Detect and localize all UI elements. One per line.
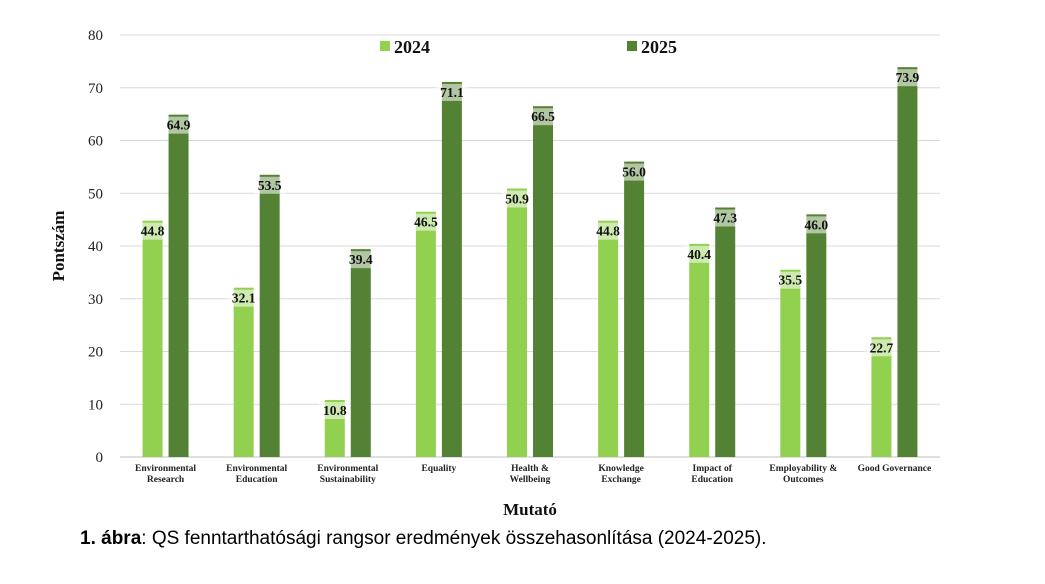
data-label-2024: 46.5 xyxy=(414,215,438,230)
bar-2024 xyxy=(598,220,619,457)
data-label-2025: 73.9 xyxy=(896,70,920,85)
legend-swatch-2024 xyxy=(380,41,390,51)
bar-2025 xyxy=(624,161,645,457)
data-label-2024: 44.8 xyxy=(596,224,620,239)
data-label-2024-bg xyxy=(774,271,807,289)
x-tick-label: Good Governance xyxy=(858,464,932,474)
data-label-2024: 10.8 xyxy=(323,403,347,418)
data-label-2024: 50.9 xyxy=(505,192,529,207)
data-label-2025-bg xyxy=(800,216,833,234)
figure-caption: 1. ábra: QS fenntarthatósági rangsor ere… xyxy=(80,528,767,550)
y-tick-label: 20 xyxy=(88,345,103,361)
y-tick-label: 10 xyxy=(88,397,103,413)
data-label-2025-bg xyxy=(709,209,742,227)
data-label-2024: 44.8 xyxy=(141,224,165,239)
bar-2025 xyxy=(806,214,827,457)
data-label-2025-bg xyxy=(162,116,195,134)
data-label-2024-bg xyxy=(409,213,442,231)
bar-2024 xyxy=(507,188,527,457)
y-tick-label: 60 xyxy=(88,134,103,150)
bar-2024 xyxy=(142,220,163,457)
data-label-2024-bg xyxy=(683,245,716,263)
data-label-2025: 64.9 xyxy=(167,118,191,133)
bar-2025 xyxy=(715,207,736,457)
y-tick-label: 50 xyxy=(88,186,103,202)
data-label-2025: 39.4 xyxy=(349,252,373,267)
data-label-2024-bg xyxy=(592,222,625,240)
x-tick-label: Knowledge Exchange xyxy=(598,464,643,485)
x-tick-label: Equality xyxy=(421,464,456,474)
data-label-2025: 71.1 xyxy=(440,85,464,100)
caption-text: : QS fenntarthatósági rangsor eredmények… xyxy=(141,528,767,549)
legend-label-2025: 2025 xyxy=(641,37,677,57)
data-label-2024: 22.7 xyxy=(870,340,894,355)
data-label-2025-bg xyxy=(344,251,377,269)
data-label-2024-bg xyxy=(501,190,533,208)
bar-2024 xyxy=(689,243,710,457)
legend-swatch-2025 xyxy=(627,41,637,51)
bar-2025 xyxy=(897,67,918,458)
data-label-2025: 53.5 xyxy=(258,178,282,193)
legend-label-2024: 2024 xyxy=(394,37,430,57)
data-label-2024-bg xyxy=(865,339,898,357)
data-label-2024: 35.5 xyxy=(779,273,803,288)
bar-2024 xyxy=(780,269,801,457)
bar-chart: 0 10 20 30 40 50 60 70 80 Pontszám Mutató 44.8 64.9 E… xyxy=(49,28,940,519)
data-label-2024-bg xyxy=(136,222,169,240)
x-tick-label: Employability & Outcomes xyxy=(769,464,837,485)
x-tick-label: Impact of Education xyxy=(691,464,733,485)
y-axis-title: Pontszám xyxy=(49,211,68,282)
bar-2024 xyxy=(871,337,892,457)
data-label-2025-bg xyxy=(618,163,651,181)
bar-2025 xyxy=(441,81,462,457)
data-label-2025: 56.0 xyxy=(622,165,646,180)
y-tick-label: 40 xyxy=(88,239,103,255)
data-label-2025-bg xyxy=(435,83,468,101)
x-axis-title: Mutató xyxy=(503,500,557,519)
x-tick-label: Environmental Sustainability xyxy=(317,464,378,485)
bar-2025 xyxy=(168,114,189,457)
data-label-2025-bg xyxy=(253,176,286,194)
x-tick-label: Environmental Research xyxy=(135,464,196,485)
bar-2025 xyxy=(259,174,280,457)
bar-2024 xyxy=(233,287,254,457)
bar-2025 xyxy=(533,106,553,458)
bar-2024 xyxy=(415,211,436,457)
data-label-2025: 47.3 xyxy=(713,210,737,225)
y-tick-label: 30 xyxy=(88,292,103,308)
data-label-2025: 66.5 xyxy=(531,109,555,124)
y-tick-label: 0 xyxy=(96,450,104,466)
data-label-2025-bg xyxy=(891,69,924,87)
x-tick-label: Environmental Education xyxy=(226,464,287,485)
bar-2025 xyxy=(350,249,371,457)
y-tick-label: 70 xyxy=(88,81,103,97)
caption-prefix: 1. ábra xyxy=(80,528,142,549)
data-label-2025-bg xyxy=(527,108,559,126)
x-tick-label: Health & Wellbeing xyxy=(510,464,551,485)
data-label-2024: 32.1 xyxy=(232,291,256,306)
data-label-2024: 40.4 xyxy=(687,247,711,262)
data-label-2025: 46.0 xyxy=(805,217,829,232)
data-label-2024-bg xyxy=(227,289,260,307)
data-label-2024-bg xyxy=(318,402,351,420)
y-tick-label: 80 xyxy=(88,28,103,44)
